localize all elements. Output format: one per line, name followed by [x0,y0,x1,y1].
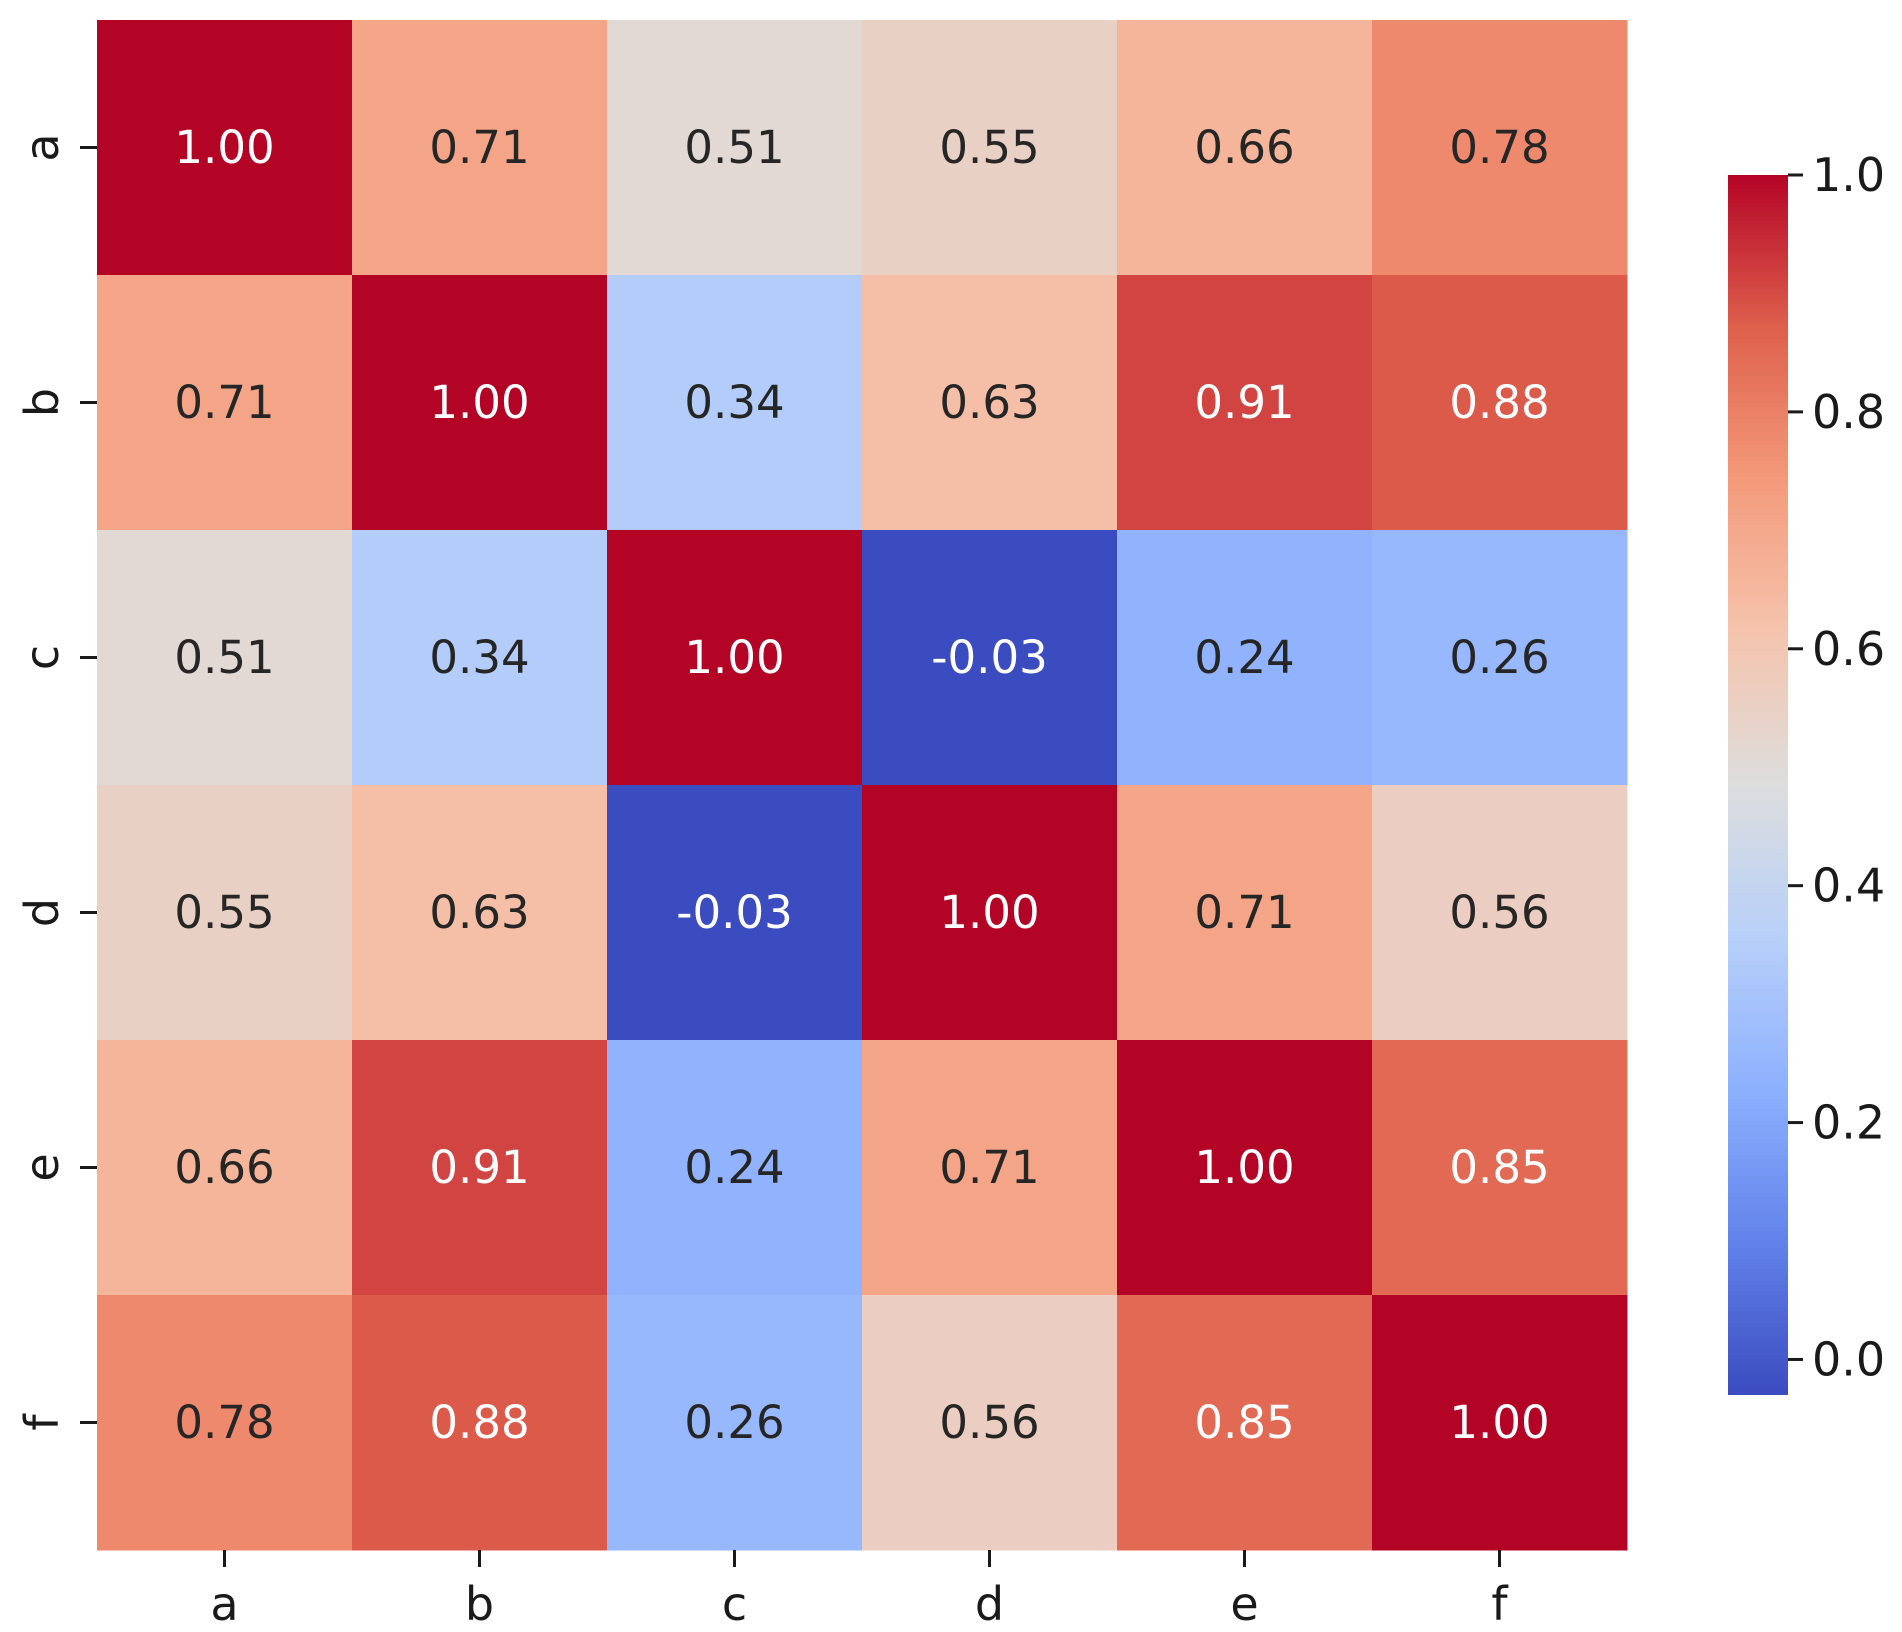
cell-label-a-f: 0.78 [1449,121,1549,174]
heatmap-cell-d-d [862,785,1118,1041]
cell-label-b-e: 0.91 [1194,376,1294,429]
cell-label-d-c: -0.03 [676,886,792,939]
cell-label-d-b: 0.63 [429,886,529,939]
heatmap-cell-c-d [862,530,1118,786]
heatmap-cell-a-d [862,20,1118,276]
heatmap-cell-b-a [97,275,353,531]
heatmap-cell-d-a [97,785,353,1041]
colorbar-tick-label-1.0: 1.0 [1812,148,1885,202]
x-tick-label-d: d [975,1577,1004,1631]
colorbar-tick-label-0.2: 0.2 [1812,1096,1885,1150]
y-tick-label-a: a [15,133,69,161]
heatmap-cell-c-b [352,530,608,786]
heatmap-cell-f-a [97,1295,353,1551]
colorbar-gradient [1728,175,1788,1395]
heatmap-cell-e-b [352,1040,608,1296]
heatmap-cell-labels: 1.00 0.71 0.51 0.55 0.66 0.78 0.71 1.00 0.34 0.63… [174,121,1549,1449]
heatmap-cell-a-c [607,20,863,276]
colorbar-tick-label-0.4: 0.4 [1812,859,1885,913]
cell-label-f-d: 0.56 [939,1396,1039,1449]
cell-label-a-c: 0.51 [684,121,784,174]
cell-label-c-d: -0.03 [931,631,1047,684]
heatmap-cells [97,20,1628,1551]
heatmap-cell-e-c [607,1040,863,1296]
heatmap-cell-f-d [862,1295,1118,1551]
cell-label-e-c: 0.24 [684,1141,784,1194]
heatmap-cell-e-d [862,1040,1118,1296]
cell-label-c-f: 0.26 [1449,631,1549,684]
cell-label-b-f: 0.88 [1449,376,1549,429]
cell-label-e-e: 1.00 [1194,1141,1294,1194]
heatmap-cell-d-c [607,785,863,1041]
cell-label-c-e: 0.24 [1194,631,1294,684]
heatmap-cell-e-e [1117,1040,1373,1296]
cell-label-d-f: 0.56 [1449,886,1549,939]
x-axis: a b c d e f [210,1550,1509,1631]
cell-label-d-a: 0.55 [174,886,274,939]
colorbar-tick-label-0.6: 0.6 [1812,622,1885,676]
cell-label-a-a: 1.00 [174,121,274,174]
cell-label-c-c: 1.00 [684,631,784,684]
heatmap-cell-f-b [352,1295,608,1551]
heatmap-cell-a-b [352,20,608,276]
heatmap-cell-b-f [1372,275,1628,531]
cell-label-b-c: 0.34 [684,376,784,429]
x-tick-label-b: b [465,1577,494,1631]
heatmap-cell-d-e [1117,785,1373,1041]
cell-label-f-c: 0.26 [684,1396,784,1449]
heatmap-cell-e-f [1372,1040,1628,1296]
cell-label-f-e: 0.85 [1194,1396,1294,1449]
colorbar-tick-label-0.0: 0.0 [1812,1332,1885,1386]
heatmap-cell-b-b [352,275,608,531]
heatmap-cell-a-e [1117,20,1373,276]
cell-label-b-b: 1.00 [429,376,529,429]
heatmap-cell-a-a [97,20,353,276]
y-tick-label-f: f [15,1413,69,1431]
y-tick-label-d: d [15,898,69,927]
y-axis: a b c d e f [15,133,97,1431]
cell-label-a-e: 0.66 [1194,121,1294,174]
y-tick-label-c: c [15,645,69,670]
colorbar: 0.0 0.2 0.4 0.6 0.8 1.0 [1728,148,1885,1395]
cell-label-c-b: 0.34 [429,631,529,684]
heatmap-cell-d-b [352,785,608,1041]
heatmap-cell-b-e [1117,275,1373,531]
cell-label-e-f: 0.85 [1449,1141,1549,1194]
cell-label-f-a: 0.78 [174,1396,274,1449]
cell-label-f-b: 0.88 [429,1396,529,1449]
x-tick-label-e: e [1230,1577,1258,1631]
cell-label-d-d: 1.00 [939,886,1039,939]
heatmap-cell-c-e [1117,530,1373,786]
y-tick-label-e: e [15,1153,69,1181]
heatmap-cell-c-a [97,530,353,786]
x-tick-label-f: f [1491,1577,1509,1631]
y-tick-label-b: b [15,388,69,417]
heatmap-cell-a-f [1372,20,1628,276]
heatmap-cell-d-f [1372,785,1628,1041]
cell-label-d-e: 0.71 [1194,886,1294,939]
heatmap-cell-b-c [607,275,863,531]
cell-label-e-a: 0.66 [174,1141,274,1194]
cell-label-e-b: 0.91 [429,1141,529,1194]
cell-label-b-d: 0.63 [939,376,1039,429]
heatmap-cell-e-a [97,1040,353,1296]
colorbar-tick-label-0.8: 0.8 [1812,385,1885,439]
cell-label-e-d: 0.71 [939,1141,1039,1194]
heatmap-cell-c-c [607,530,863,786]
x-tick-label-a: a [210,1577,238,1631]
cell-label-c-a: 0.51 [174,631,274,684]
heatmap-cell-f-c [607,1295,863,1551]
heatmap-cell-f-f [1372,1295,1628,1551]
cell-label-a-d: 0.55 [939,121,1039,174]
heatmap-cell-c-f [1372,530,1628,786]
cell-label-a-b: 0.71 [429,121,529,174]
cell-label-f-f: 1.00 [1449,1396,1549,1449]
heatmap-cell-b-d [862,275,1118,531]
heatmap-cell-f-e [1117,1295,1373,1551]
cell-label-b-a: 0.71 [174,376,274,429]
x-tick-label-c: c [722,1577,747,1631]
